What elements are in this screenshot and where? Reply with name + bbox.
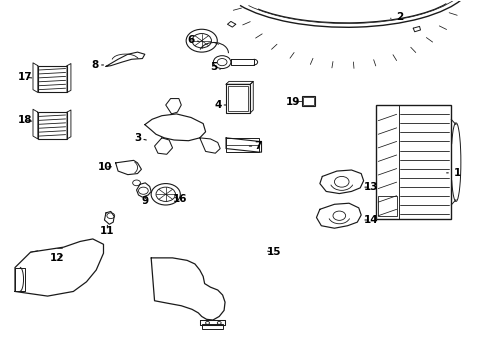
Text: 12: 12	[50, 253, 64, 263]
Bar	[375, 105, 450, 219]
Text: 3: 3	[134, 133, 146, 143]
Text: 7: 7	[249, 141, 261, 151]
Text: 19: 19	[285, 97, 300, 107]
Text: 16: 16	[173, 194, 187, 203]
Text: 9: 9	[142, 197, 148, 206]
Text: 8: 8	[91, 60, 103, 70]
Text: 6: 6	[187, 35, 199, 45]
Text: 17: 17	[18, 72, 32, 82]
Text: 5: 5	[209, 63, 220, 72]
Bar	[201, 324, 223, 329]
Bar	[303, 97, 313, 105]
Text: 10: 10	[98, 162, 112, 172]
Bar	[227, 86, 248, 111]
Text: 1: 1	[446, 168, 460, 178]
Text: 11: 11	[100, 225, 114, 236]
Bar	[225, 138, 259, 152]
Text: 4: 4	[214, 100, 225, 110]
Text: 15: 15	[266, 247, 280, 257]
Bar	[377, 196, 396, 216]
Bar	[225, 84, 250, 113]
Text: 2: 2	[390, 13, 403, 22]
Text: 14: 14	[363, 215, 377, 225]
Bar	[301, 96, 315, 106]
Text: 18: 18	[18, 115, 32, 125]
Text: 13: 13	[363, 182, 377, 192]
Bar	[38, 112, 67, 139]
Bar	[38, 66, 67, 93]
